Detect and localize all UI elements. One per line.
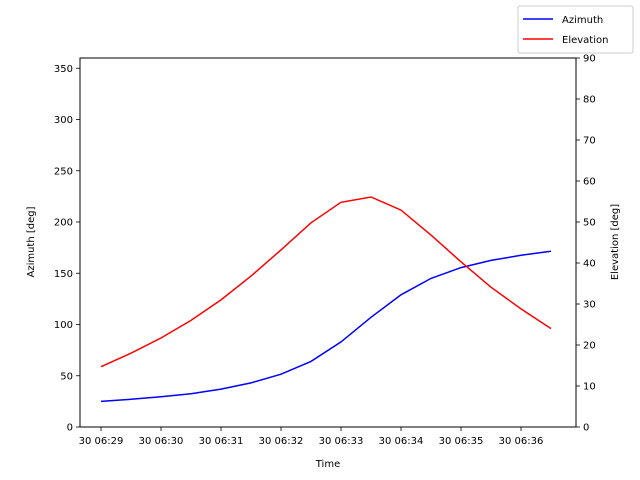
- x-axis-label: Time: [315, 459, 340, 470]
- series-line-azimuth: [100, 250, 552, 403]
- y-tick-label: 200: [54, 218, 73, 229]
- y2-tick-label: 50: [583, 218, 596, 229]
- left-axis: 0 50 100 150 200 250 300 350: [54, 64, 80, 434]
- y2-tick-label: 30: [583, 300, 596, 311]
- y2-tick-label: 60: [583, 177, 596, 188]
- y2-tick-label: 80: [583, 95, 596, 106]
- y-tick-label: 50: [60, 371, 73, 382]
- y-tick-label: 100: [54, 320, 73, 331]
- y-tick-label: 350: [54, 64, 73, 75]
- x-tick-label: 30 06:31: [199, 436, 244, 447]
- series-line-elevation: [100, 196, 552, 368]
- y-tick-label: 250: [54, 166, 73, 177]
- x-tick-label: 30 06:35: [439, 436, 484, 447]
- plot-frame: [79, 57, 577, 428]
- x-tick-label: 30 06:36: [499, 436, 544, 447]
- legend-label-elevation: Elevation: [562, 35, 608, 46]
- y2-tick-label: 70: [583, 136, 596, 147]
- x-tick-label: 30 06:34: [379, 436, 424, 447]
- y-axis-label: Azimuth [deg]: [26, 206, 37, 277]
- y2-tick-label: 0: [583, 423, 589, 434]
- y2-tick-label: 40: [583, 259, 596, 270]
- x-tick-label: 30 06:30: [139, 436, 184, 447]
- y2-tick-label: 20: [583, 341, 596, 352]
- y2-axis-label: Elevation [deg]: [610, 204, 621, 280]
- plot-area: [100, 196, 552, 403]
- y-tick-label: 150: [54, 269, 73, 280]
- legend-box: [517, 5, 634, 54]
- legend-label-azimuth: Azimuth: [562, 15, 603, 26]
- y2-tick-label: 90: [583, 54, 596, 65]
- y-tick-label: 300: [54, 115, 73, 126]
- right-axis: 0 10 20 30 40 50 60 70 80 90: [576, 54, 596, 434]
- x-tick-label: 30 06:33: [319, 436, 364, 447]
- y-tick-label: 0: [67, 423, 73, 434]
- y2-tick-label: 10: [583, 382, 596, 393]
- x-axis: 30 06:29 30 06:30 30 06:31 30 06:32 30 06:33…: [79, 427, 544, 447]
- legend: Azimuth Elevation: [517, 5, 634, 54]
- x-tick-label: 30 06:32: [259, 436, 304, 447]
- x-tick-label: 30 06:29: [79, 436, 124, 447]
